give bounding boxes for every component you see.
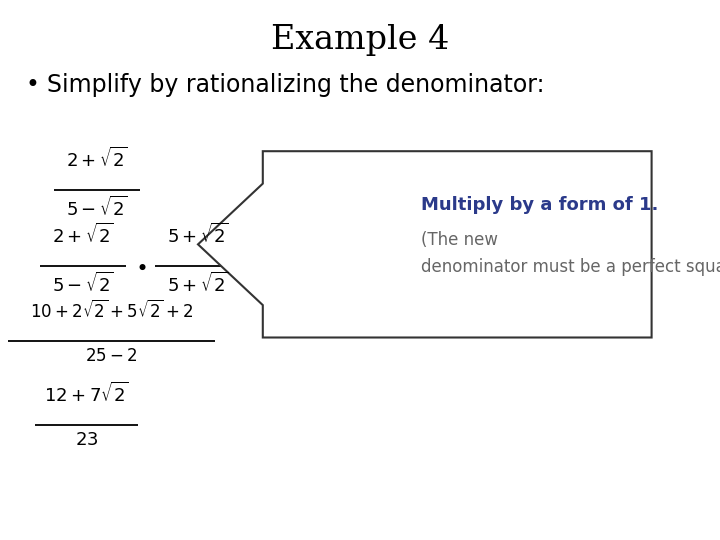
Text: $2+\sqrt{2}$: $2+\sqrt{2}$	[52, 222, 114, 247]
Text: Simplify by rationalizing the denominator:: Simplify by rationalizing the denominato…	[47, 73, 544, 97]
Text: $5-\sqrt{2}$: $5-\sqrt{2}$	[66, 196, 128, 220]
Text: Multiply by a form of 1.: Multiply by a form of 1.	[421, 196, 659, 214]
Text: $10+2\sqrt{2}+5\sqrt{2}+2$: $10+2\sqrt{2}+5\sqrt{2}+2$	[30, 300, 193, 322]
Text: (The new: (The new	[421, 231, 498, 249]
Text: $5+\sqrt{2}$: $5+\sqrt{2}$	[167, 222, 229, 247]
Text: $25-2$: $25-2$	[85, 347, 138, 365]
Text: •: •	[25, 73, 39, 97]
Text: denominator must be a perfect square.): denominator must be a perfect square.)	[421, 258, 720, 276]
Text: $5+\sqrt{2}$: $5+\sqrt{2}$	[167, 272, 229, 296]
Text: $12+7\sqrt{2}$: $12+7\sqrt{2}$	[44, 382, 129, 406]
Polygon shape	[198, 151, 652, 338]
Text: $2+\sqrt{2}$: $2+\sqrt{2}$	[66, 147, 128, 171]
Text: $23$: $23$	[75, 431, 98, 449]
Text: Example 4: Example 4	[271, 24, 449, 56]
Text: $\bullet$: $\bullet$	[135, 257, 147, 278]
Text: $5-\sqrt{2}$: $5-\sqrt{2}$	[52, 272, 114, 296]
